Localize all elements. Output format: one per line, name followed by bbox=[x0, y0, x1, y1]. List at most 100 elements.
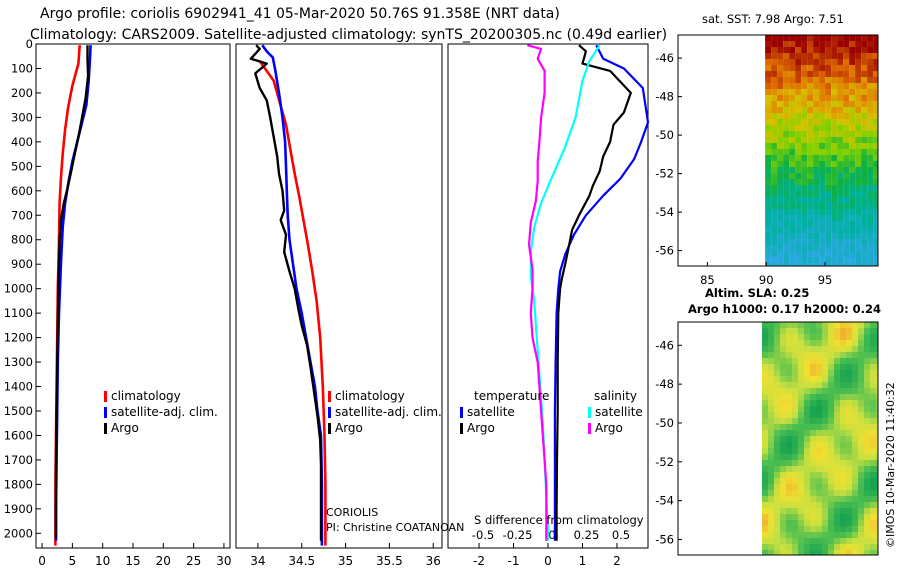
sst-cell bbox=[771, 239, 778, 245]
sla-cell bbox=[870, 400, 876, 406]
sla-cell bbox=[852, 538, 858, 544]
sst-cell bbox=[783, 197, 790, 203]
sst-cell bbox=[873, 251, 878, 257]
sla-cell bbox=[828, 484, 834, 490]
sla-cell bbox=[804, 352, 810, 358]
sla-cell bbox=[804, 520, 810, 526]
sla-cell bbox=[870, 382, 876, 388]
sst-cell bbox=[777, 47, 784, 53]
sst-cell bbox=[837, 233, 844, 239]
sst-cell bbox=[843, 83, 850, 89]
sla-cell bbox=[774, 382, 780, 388]
sla-cell bbox=[768, 370, 774, 376]
sla-cell bbox=[810, 496, 816, 502]
sla-cell bbox=[816, 328, 822, 334]
sst-cell bbox=[867, 77, 874, 83]
sla-cell bbox=[852, 466, 858, 472]
salinity-legend-swatch bbox=[328, 407, 331, 418]
sst-cell bbox=[771, 131, 778, 137]
sla-cell bbox=[792, 352, 798, 358]
sla-cell bbox=[876, 448, 878, 454]
sst-cell bbox=[831, 59, 838, 65]
sst-cell bbox=[837, 221, 844, 227]
sla-cell bbox=[828, 418, 834, 424]
sla-cell bbox=[834, 340, 840, 346]
sla-cell bbox=[780, 436, 786, 442]
sst-cell bbox=[771, 191, 778, 197]
sst-cell bbox=[873, 239, 878, 245]
sla-cell bbox=[792, 328, 798, 334]
sla-cell bbox=[792, 382, 798, 388]
sst-cell bbox=[849, 257, 856, 263]
sla-cell bbox=[780, 526, 786, 532]
sla-cell bbox=[846, 514, 852, 520]
sla-cell bbox=[864, 334, 870, 340]
sla-cell bbox=[840, 502, 846, 508]
sst-cell bbox=[855, 203, 862, 209]
temperature-xtick-label: 30 bbox=[216, 554, 231, 568]
sla-cell bbox=[834, 412, 840, 418]
difference-temperature-legend-label: Argo bbox=[467, 421, 495, 435]
sst-cell bbox=[765, 203, 772, 209]
sst-cell bbox=[783, 89, 790, 95]
sst-cell bbox=[813, 113, 820, 119]
sst-cell bbox=[843, 161, 850, 167]
sla-cell bbox=[828, 472, 834, 478]
sla-cell bbox=[798, 376, 804, 382]
sst-cell bbox=[807, 215, 814, 221]
sla-cell bbox=[798, 514, 804, 520]
sst-cell bbox=[765, 107, 772, 113]
sla-cell bbox=[786, 460, 792, 466]
sst-cell bbox=[855, 83, 862, 89]
sst-cell bbox=[861, 71, 868, 77]
sla-cell bbox=[768, 346, 774, 352]
sla-cell bbox=[816, 466, 822, 472]
sla-cell bbox=[858, 460, 864, 466]
sla-cell bbox=[768, 466, 774, 472]
sla-cell bbox=[840, 448, 846, 454]
sla-cell bbox=[786, 328, 792, 334]
sst-cell bbox=[783, 149, 790, 155]
sla-cell bbox=[792, 436, 798, 442]
temperature-xtick-label: 20 bbox=[156, 554, 171, 568]
sst-cell bbox=[843, 239, 850, 245]
sst-cell bbox=[855, 263, 862, 266]
sla-cell bbox=[858, 466, 864, 472]
sla-cell bbox=[846, 442, 852, 448]
sst-cell bbox=[765, 173, 772, 179]
sla-cell bbox=[786, 376, 792, 382]
sst-cell bbox=[861, 47, 868, 53]
sst-cell bbox=[777, 179, 784, 185]
sst-cell bbox=[765, 65, 772, 71]
sla-cell bbox=[834, 544, 840, 550]
difference-xtick-label: -1 bbox=[508, 554, 520, 568]
sla-cell bbox=[834, 454, 840, 460]
sla-cell bbox=[852, 346, 858, 352]
sst-cell bbox=[783, 251, 790, 257]
sla-cell bbox=[840, 328, 846, 334]
sla-cell bbox=[768, 442, 774, 448]
sst-cell bbox=[789, 215, 796, 221]
sla-cell bbox=[816, 394, 822, 400]
sla-cell bbox=[870, 502, 876, 508]
sst-cell bbox=[873, 179, 878, 185]
sst-cell bbox=[855, 89, 862, 95]
sst-cell bbox=[795, 59, 802, 65]
sst-cell bbox=[807, 89, 814, 95]
sst-cell bbox=[765, 95, 772, 101]
sst-cell bbox=[801, 149, 808, 155]
sla-cell bbox=[786, 448, 792, 454]
temperature-legend-swatch bbox=[104, 391, 107, 402]
difference-xtick-label: 0 bbox=[544, 554, 552, 568]
sst-cell bbox=[807, 245, 814, 251]
latitude-tick-label: -48 bbox=[655, 377, 674, 391]
sla-cell bbox=[846, 322, 852, 328]
sst-cell bbox=[873, 47, 878, 53]
sst-cell bbox=[849, 53, 856, 59]
sst-cell bbox=[825, 239, 832, 245]
sst-cell bbox=[807, 221, 814, 227]
sla-cell bbox=[762, 460, 768, 466]
sla-cell bbox=[834, 448, 840, 454]
sla-cell bbox=[834, 436, 840, 442]
sla-cell bbox=[792, 520, 798, 526]
